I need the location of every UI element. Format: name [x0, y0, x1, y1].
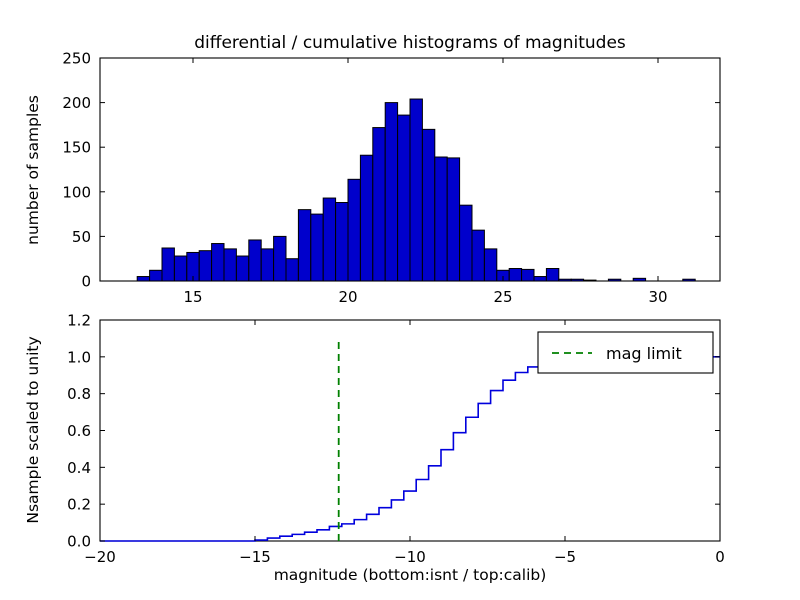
y-tick-label: 200: [62, 94, 91, 112]
y-tick-label: 50: [72, 228, 91, 246]
histogram-bar: [335, 202, 349, 282]
top-y-ticks: 0 50 100 150 200 250: [62, 50, 720, 291]
x-tick-label: 20: [338, 288, 357, 306]
y-tick-label: 0.0: [67, 533, 91, 551]
y-tick-label: 0.8: [67, 385, 91, 403]
histogram-bars: [136, 98, 696, 282]
histogram-bar: [521, 268, 535, 282]
histogram-bar: [384, 102, 399, 282]
histogram-bar: [211, 243, 225, 282]
histogram-bar: [297, 209, 312, 282]
histogram-bar: [583, 279, 597, 282]
cumulative-curve: [100, 356, 720, 542]
histogram-bar: [372, 127, 386, 282]
histogram-bar: [682, 278, 696, 282]
x-tick-label: 25: [493, 288, 512, 306]
histogram-bar: [459, 204, 473, 282]
histogram-bar: [248, 239, 262, 282]
legend-maglimit-label: mag limit: [606, 344, 682, 363]
histogram-bar: [260, 248, 275, 282]
y-tick-label: 1.2: [67, 312, 91, 330]
histogram-bar: [409, 98, 423, 282]
histogram-bar: [421, 128, 436, 282]
y-tick-label: 100: [62, 183, 91, 201]
x-tick-label: −10: [394, 548, 426, 566]
histogram-bar: [570, 278, 585, 282]
x-tick-label: −5: [554, 548, 576, 566]
histogram-bar: [434, 156, 448, 282]
legend[interactable]: mag limit: [537, 331, 714, 374]
histogram-bar: [322, 197, 337, 282]
histogram-bar: [471, 229, 485, 282]
bottom-x-ticks: −20 −15 −10 −5 0: [84, 320, 725, 566]
y-tick-label: 250: [62, 50, 91, 68]
top-y-axis-label: number of samples: [24, 95, 42, 245]
histogram-bar: [198, 250, 213, 282]
y-tick-label: 0.4: [67, 459, 91, 477]
histogram-bar: [397, 114, 411, 282]
bottom-y-ticks: 0.0 0.2 0.4 0.6 0.8 1.0 1.2: [67, 312, 720, 551]
histogram-bar: [607, 278, 622, 282]
x-tick-label: 0: [715, 548, 725, 566]
histogram-bar: [235, 255, 250, 282]
histogram-bar: [149, 269, 163, 282]
histogram-bar: [136, 276, 151, 282]
x-tick-label: 30: [648, 288, 667, 306]
x-tick-label: −20: [84, 548, 116, 566]
histogram-bar: [508, 268, 523, 282]
cumulative-line: [100, 356, 720, 542]
histogram-bar: [483, 248, 498, 282]
histogram-bar: [347, 178, 361, 282]
page-title: differential / cumulative histograms of …: [194, 33, 626, 53]
histogram-bar: [173, 255, 188, 282]
x-tick-label: 15: [183, 288, 202, 306]
bottom-y-axis-label: Nsample scaled to unity: [24, 336, 42, 523]
bottom-x-axis-label: magnitude (bottom:isnt / top:calib): [274, 566, 547, 584]
y-tick-label: 1.0: [67, 348, 91, 366]
top-axes: differential / cumulative histograms of …: [24, 33, 721, 306]
histogram-bar: [446, 157, 461, 282]
histogram-bar: [310, 213, 324, 282]
histogram-bar: [161, 247, 175, 282]
top-x-ticks: 15 20 25 30: [183, 58, 668, 306]
histogram-bar: [558, 278, 572, 282]
y-tick-label: 0.6: [67, 422, 91, 440]
histogram-bar: [285, 258, 299, 282]
x-tick-label: −15: [239, 548, 271, 566]
histogram-bar: [533, 276, 547, 282]
histogram-bar: [359, 154, 374, 282]
y-tick-label: 0: [81, 273, 91, 291]
histogram-bar: [273, 235, 287, 282]
y-tick-label: 150: [62, 139, 91, 157]
bottom-axes: −20 −15 −10 −5 0 0.0 0.2 0.4 0.6 0.8 1.0 1.2 Nsamp…: [24, 312, 725, 585]
histogram-bar: [632, 277, 647, 282]
y-tick-label: 0.2: [67, 496, 91, 514]
histogram-bar: [545, 268, 560, 282]
histogram-bar: [223, 248, 237, 282]
